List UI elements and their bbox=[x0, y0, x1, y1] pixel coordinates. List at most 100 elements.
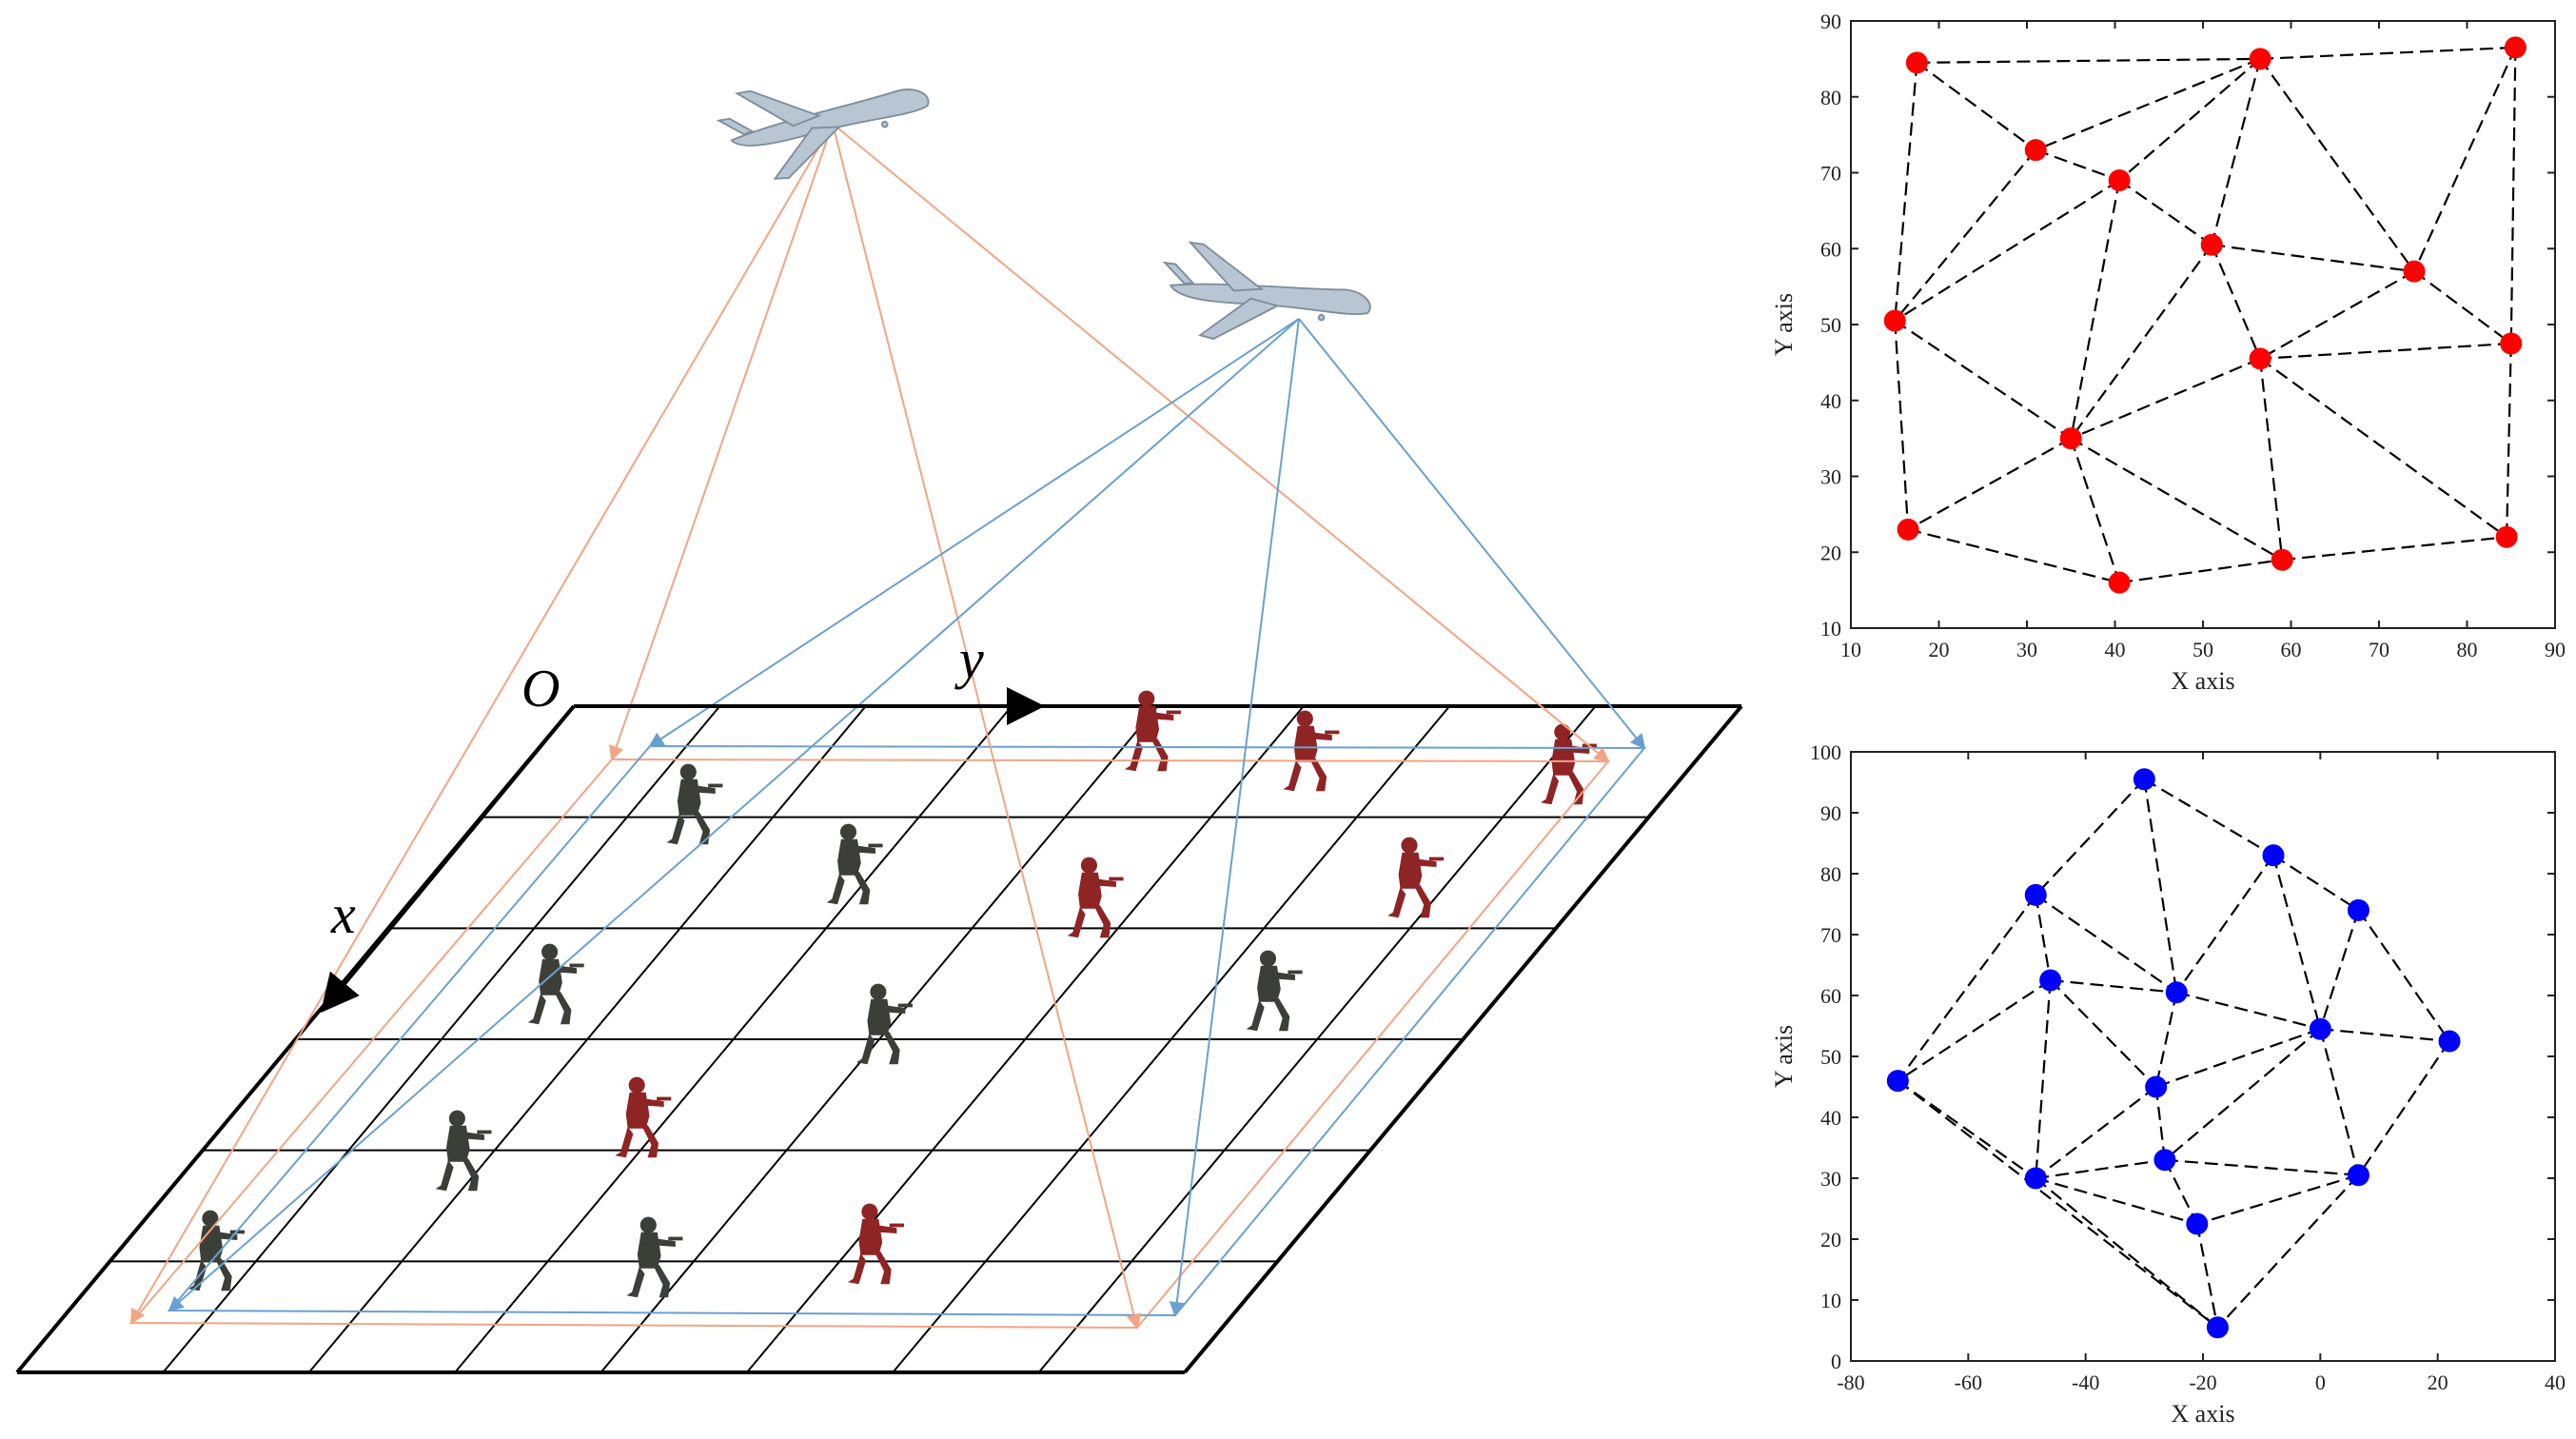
node-point bbox=[2271, 548, 2293, 571]
network-edge bbox=[2035, 1177, 2219, 1329]
network-edge bbox=[1894, 320, 2072, 440]
y-tick-label: 70 bbox=[1820, 923, 1841, 947]
soldier-icon bbox=[1387, 837, 1445, 918]
network-edge bbox=[1907, 437, 2072, 531]
network-edge bbox=[1894, 148, 2037, 322]
network-edge bbox=[2035, 895, 2052, 981]
drone2-ray bbox=[648, 318, 1300, 748]
network-edge bbox=[2216, 1174, 2360, 1329]
network-edge bbox=[2070, 180, 2121, 439]
network-edge bbox=[2320, 1028, 2450, 1043]
soldier-icon bbox=[615, 1076, 672, 1158]
network-edge bbox=[2175, 991, 2321, 1031]
node-point bbox=[2504, 36, 2527, 59]
network-edge bbox=[1897, 979, 2052, 1082]
network-edge bbox=[2413, 270, 2512, 345]
x-tick-label: 20 bbox=[1929, 638, 1950, 661]
node-point bbox=[2347, 898, 2370, 921]
x-tick-label: -60 bbox=[1955, 1370, 1982, 1394]
node-point bbox=[2039, 969, 2062, 992]
network-edge bbox=[2259, 58, 2415, 272]
network-edge bbox=[2035, 1086, 2157, 1179]
network-edge bbox=[2035, 979, 2052, 1179]
network-edge bbox=[1916, 61, 2036, 151]
node-point bbox=[2059, 427, 2082, 450]
network-edge bbox=[2282, 536, 2507, 562]
drone-icon bbox=[714, 60, 938, 189]
x-tick-label: 50 bbox=[2193, 638, 2213, 661]
network-edge bbox=[1894, 179, 2120, 322]
network-edge bbox=[2211, 244, 2262, 360]
drone2-ray bbox=[1298, 318, 1646, 750]
network-edge bbox=[2035, 779, 2146, 897]
network-edge bbox=[2050, 978, 2177, 994]
x-axis-label: X axis bbox=[2171, 667, 2234, 695]
network-edge bbox=[2143, 779, 2178, 993]
network-edge bbox=[2035, 1176, 2198, 1226]
y-tick-label: 30 bbox=[1820, 465, 1841, 489]
network-edge bbox=[2212, 244, 2415, 273]
network-edge bbox=[2260, 342, 2511, 360]
x-axis-letter: x bbox=[330, 883, 356, 945]
x-tick-label: 10 bbox=[1840, 638, 1861, 661]
x-tick-label: 40 bbox=[2545, 1370, 2566, 1394]
node-point bbox=[2403, 260, 2426, 283]
scene-axes: O y x bbox=[320, 628, 1045, 1014]
node-point bbox=[2133, 768, 2155, 791]
x-axis-label: X axis bbox=[2171, 1400, 2234, 1428]
soldier-icon bbox=[856, 983, 913, 1065]
node-point bbox=[2024, 1167, 2047, 1190]
origin-label: O bbox=[521, 660, 560, 719]
network-edge bbox=[2357, 1040, 2450, 1176]
network-edge bbox=[2506, 343, 2512, 538]
y-axis-label: Y axis bbox=[1770, 293, 1798, 356]
y-tick-label: 80 bbox=[1820, 862, 1841, 886]
drone2-ray bbox=[167, 318, 1300, 1312]
y-tick-label: 50 bbox=[1820, 313, 1841, 337]
x-tick-label: 80 bbox=[2457, 638, 2478, 661]
y-tick-label: 0 bbox=[1831, 1350, 1841, 1373]
node-point bbox=[1886, 1070, 1909, 1093]
network-edge bbox=[2319, 910, 2360, 1030]
x-tick-label: -40 bbox=[2072, 1370, 2099, 1394]
network-edge bbox=[2509, 47, 2517, 344]
y-tick-label: 10 bbox=[1820, 1289, 1841, 1312]
y-tick-label: 80 bbox=[1820, 86, 1841, 109]
node-point bbox=[2347, 1164, 2370, 1187]
network-edge bbox=[1897, 1079, 2219, 1329]
soldier-icon bbox=[826, 823, 883, 905]
soldier-icon bbox=[1283, 710, 1340, 792]
x-tick-label: 40 bbox=[2105, 638, 2126, 661]
y-tick-label: 40 bbox=[1820, 1106, 1841, 1130]
network-edge bbox=[2118, 559, 2283, 584]
network-edge bbox=[2164, 1028, 2322, 1161]
network-edge bbox=[2357, 909, 2450, 1042]
ground-grid bbox=[15, 704, 1743, 1374]
network-edge bbox=[2319, 1028, 2360, 1176]
network-edge bbox=[2154, 992, 2178, 1088]
y-tick-label: 40 bbox=[1820, 389, 1841, 413]
network-edge bbox=[2272, 854, 2360, 912]
y-tick-label: 60 bbox=[1820, 984, 1841, 1008]
y-tick-label: 50 bbox=[1820, 1045, 1841, 1069]
node-point bbox=[2186, 1212, 2209, 1235]
node-point bbox=[2262, 844, 2285, 867]
network-edge bbox=[2271, 855, 2322, 1030]
network-edge bbox=[2260, 46, 2516, 60]
red-network-chart: 10 20 30 40 50 60 70 80 90 10 20 30 40 50 60 70 80 90 X ax… bbox=[1770, 10, 2566, 695]
node-point bbox=[2165, 981, 2188, 1004]
drone1-ray bbox=[832, 123, 1610, 763]
node-point bbox=[2206, 1316, 2229, 1339]
x-tick-label: -20 bbox=[2189, 1370, 2216, 1394]
network-edge bbox=[2118, 179, 2212, 246]
y-tick-label: 60 bbox=[1820, 237, 1841, 261]
x-tick-label: 20 bbox=[2428, 1370, 2448, 1394]
network-edge bbox=[2259, 358, 2284, 561]
node-point bbox=[2500, 332, 2523, 355]
x-axis-arrow bbox=[320, 704, 576, 1014]
y-axis-label: Y axis bbox=[1770, 1025, 1798, 1088]
node-point bbox=[2438, 1030, 2461, 1053]
network-edge bbox=[2163, 1159, 2198, 1225]
plot-frame bbox=[1850, 751, 2556, 1362]
y-tick-label: 20 bbox=[1820, 1228, 1841, 1252]
